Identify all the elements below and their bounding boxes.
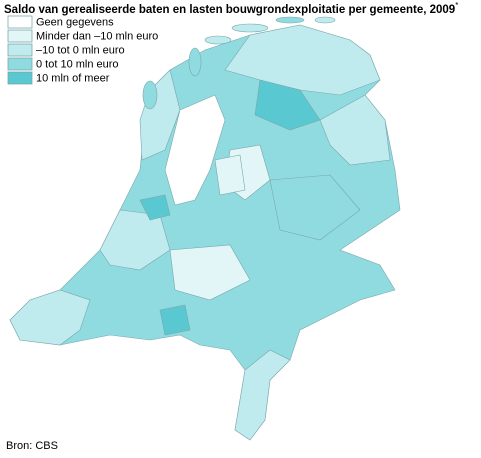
legend-label: –10 tot 0 mln euro bbox=[36, 44, 125, 56]
region bbox=[234, 349, 291, 441]
map bbox=[9, 16, 401, 441]
region bbox=[159, 304, 191, 336]
region bbox=[224, 24, 381, 96]
title-text: Saldo van gerealiseerde baten en lasten … bbox=[4, 4, 455, 16]
region bbox=[169, 244, 251, 301]
island bbox=[275, 16, 305, 24]
island bbox=[314, 16, 336, 24]
island bbox=[142, 80, 158, 110]
legend-label: Geen gegevens bbox=[36, 16, 114, 28]
region bbox=[139, 194, 171, 221]
island bbox=[231, 23, 269, 33]
legend: Geen gegevens Minder dan –10 mln euro –10 … bbox=[7, 15, 158, 85]
island bbox=[188, 47, 202, 77]
legend-swatch bbox=[7, 29, 33, 43]
legend-swatch bbox=[7, 43, 33, 57]
region bbox=[214, 154, 246, 196]
source: Bron: CBS bbox=[6, 440, 58, 452]
region bbox=[254, 79, 321, 131]
legend-swatch bbox=[7, 15, 33, 29]
legend-swatch bbox=[7, 71, 33, 85]
legend-label: 0 tot 10 mln euro bbox=[36, 58, 119, 70]
lake bbox=[164, 94, 226, 206]
title: Saldo van gerealiseerde baten en lasten … bbox=[4, 1, 458, 16]
title-note: * bbox=[455, 1, 458, 10]
region bbox=[269, 174, 361, 241]
legend-swatch bbox=[7, 57, 33, 71]
legend-label: Minder dan –10 mln euro bbox=[36, 30, 158, 42]
region bbox=[319, 94, 391, 166]
region bbox=[9, 289, 91, 346]
island bbox=[204, 35, 232, 45]
legend-label: 10 mln of meer bbox=[36, 72, 110, 84]
